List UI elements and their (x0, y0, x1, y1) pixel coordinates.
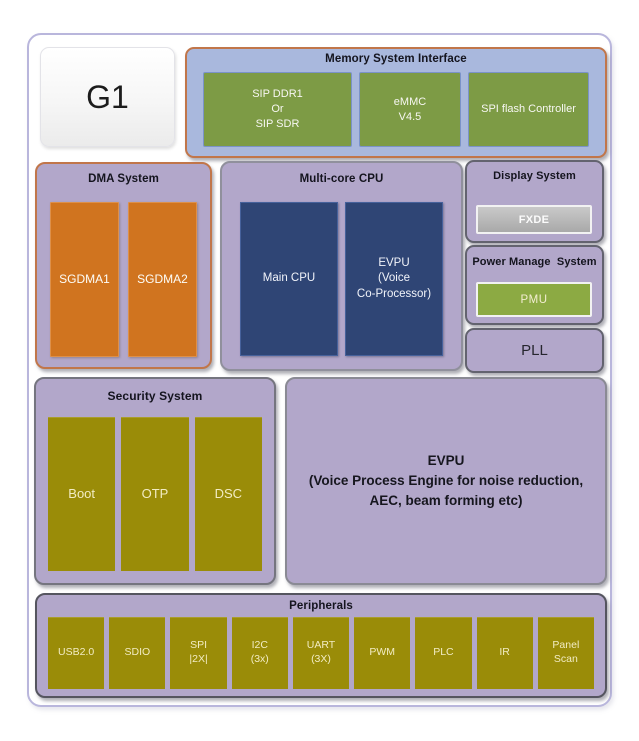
security-group-title: Security System (107, 389, 203, 403)
sgdma2-block: SGDMA2 (128, 202, 197, 357)
emmc-block: eMMC V4.5 (359, 72, 461, 147)
pwm-block: PWM (354, 617, 411, 689)
dma-block-row: SGDMA1 SGDMA2 (37, 202, 210, 357)
memory-group-title: Memory System Interface (325, 53, 467, 65)
panel-scan-block: Panel Scan (537, 617, 594, 689)
memory-block-row: SIP DDR1 Or SIP SDR eMMC V4.5 SPI flash … (187, 72, 605, 147)
power-group-title: Power Manage System (472, 256, 597, 268)
chip-name-label: G1 (86, 78, 129, 115)
peripherals-group-title: Peripherals (289, 600, 353, 612)
power-manage-system-group: Power Manage System PMU (465, 245, 604, 325)
plc-block: PLC (415, 617, 472, 689)
evpu-engine-label: EVPU (Voice Process Engine for noise red… (308, 452, 584, 509)
multi-core-cpu-group: Multi-core CPU Main CPU EVPU (Voice Co-P… (220, 161, 463, 371)
dma-group-title: DMA System (88, 173, 159, 185)
spi-flash-controller-block: SPI flash Controller (468, 72, 589, 147)
sip-ddr-block: SIP DDR1 Or SIP SDR (203, 72, 352, 147)
pll-block: PLL (465, 328, 604, 373)
evpu-engine-block: EVPU (Voice Process Engine for noise red… (285, 377, 607, 585)
display-group-title: Display System (493, 170, 576, 182)
pmu-block: PMU (476, 282, 592, 317)
fxde-block: FXDE (476, 205, 592, 234)
usb-block: USB2.0 (48, 617, 105, 689)
evpu-coprocessor-block: EVPU (Voice Co-Processor) (345, 202, 443, 356)
sdio-block: SDIO (109, 617, 166, 689)
cpu-block-row: Main CPU EVPU (Voice Co-Processor) (222, 202, 461, 356)
spi-block: SPI |2X| (170, 617, 227, 689)
main-cpu-block: Main CPU (240, 202, 338, 356)
security-system-group: Security System Boot OTP DSC (34, 377, 276, 585)
boot-block: Boot (48, 417, 116, 571)
pll-label: PLL (521, 342, 548, 359)
security-block-row: Boot OTP DSC (36, 417, 274, 571)
dsc-block: DSC (194, 417, 262, 571)
sgdma1-block: SGDMA1 (50, 202, 119, 357)
display-system-group: Display System FXDE (465, 160, 604, 243)
memory-system-interface-group: Memory System Interface SIP DDR1 Or SIP … (185, 47, 607, 158)
chip-name-box: G1 (40, 47, 175, 147)
i2c-block: I2C (3x) (231, 617, 288, 689)
peripherals-block-row: USB2.0 SDIO SPI |2X| I2C (3x) UART (3X) … (37, 617, 605, 689)
dma-system-group: DMA System SGDMA1 SGDMA2 (35, 162, 212, 369)
chip-outline: G1 Memory System Interface SIP DDR1 Or S… (27, 33, 612, 707)
ir-block: IR (476, 617, 533, 689)
uart-block: UART (3X) (292, 617, 350, 689)
peripherals-group: Peripherals USB2.0 SDIO SPI |2X| I2C (3x… (35, 593, 607, 698)
otp-block: OTP (121, 417, 189, 571)
cpu-group-title: Multi-core CPU (299, 173, 384, 185)
